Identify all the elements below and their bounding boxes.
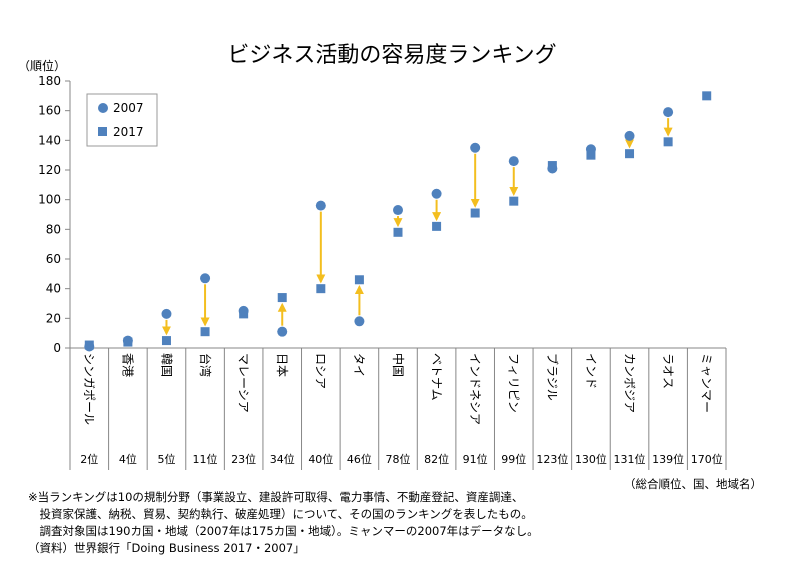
marker-2007 [238,305,249,316]
marker-2007 [547,163,558,174]
country-label: 日本 [275,353,289,377]
marker-2017 [663,137,673,147]
y-tick-label: 120 [38,163,61,177]
footnote-line-3: 調査対象国は190カ国・地域（2007年は175カ国・地域）。ミャンマーの200… [28,524,539,538]
ranking-chart: ビジネス活動の容易度ランキング （順位） 0 20 40 60 80 100 120 140 1… [18,43,727,470]
legend-2007-marker [98,103,108,113]
marker-2007 [470,142,481,153]
marker-2017 [702,91,712,101]
marker-2017 [470,208,480,218]
rank-label: 46位 [347,452,372,466]
country-label: マレーシア [236,353,250,413]
rank-label: 91位 [463,452,488,466]
country-label: 中国 [391,353,406,377]
country-label: 韓国 [159,353,173,377]
marker-2007 [200,273,211,284]
rank-label: 131位 [614,452,646,466]
rank-label: 130位 [575,452,607,466]
rank-label: 34位 [270,452,295,466]
y-tick-label: 0 [53,341,61,355]
marker-2017 [509,196,519,206]
marker-2017 [432,221,442,231]
country-label: インド [584,353,598,389]
y-tick-label: 140 [38,133,61,147]
y-tick-label: 20 [46,311,61,325]
country-label: カンボジア [622,353,636,413]
rank-label: 11位 [193,452,218,466]
marker-2017 [277,293,287,303]
legend-2017-marker [98,127,107,136]
y-axis-unit-label: （順位） [18,58,66,73]
marker-2017 [161,336,171,346]
rank-label: 170位 [691,452,723,466]
marker-2017 [354,275,364,285]
rank-label: 139位 [652,452,684,466]
source-note: （資料）世界銀行「Doing Business 2017・2007」 [28,541,305,555]
y-tick-label: 100 [38,193,61,207]
marker-2007 [122,335,133,346]
footnote-line-2: 投資家保護、納税、貿易、契約執行、破産処理）について、その国のランキングを表した… [28,507,533,521]
rank-label: 78位 [386,452,411,466]
legend: 2007 2017 [86,93,158,147]
y-tick-label: 80 [46,222,61,236]
marker-2017 [393,227,403,237]
rank-label: 23位 [231,452,256,466]
footnote-line-1: ※当ランキングは10の規制分野（事業設立、建設許可取得、電力事情、不動産登記、資… [28,490,524,504]
rank-label: 2位 [80,452,98,466]
marker-2007 [585,144,596,155]
country-label: タイ [352,353,366,377]
country-label: 台湾 [198,353,213,377]
y-tick-label: 180 [38,74,61,88]
marker-2017 [316,284,326,294]
marker-2007 [624,130,635,141]
marker-2007 [161,308,172,319]
country-label: ベトナム [429,353,443,401]
y-tick-label: 160 [38,104,61,118]
summary-label: （総合順位、国、地域名） [624,477,762,491]
rank-label: 4位 [119,452,137,466]
country-label: 香港 [121,353,135,377]
y-tick-label: 40 [46,282,61,296]
country-label: ラオス [661,353,675,389]
legend-2007-label: 2007 [113,101,144,115]
country-label: インドネシア [468,353,482,425]
rank-label: 40位 [308,452,333,466]
marker-2007 [354,316,365,327]
legend-box [86,93,158,147]
country-label: ミャンマー [700,353,714,413]
country-label: フィリピン [507,353,521,413]
marker-2007 [431,188,442,199]
country-label: ロシア [314,353,328,389]
marker-2007 [315,200,326,211]
rank-label: 82位 [424,452,449,466]
marker-2017 [200,327,210,337]
legend-2017-label: 2017 [113,125,144,139]
marker-2017 [586,150,596,160]
y-tick-label: 60 [46,252,61,266]
marker-2007 [508,156,519,167]
marker-2007 [277,326,288,337]
country-label: シンガポール [82,353,96,425]
rank-label: 5位 [157,452,175,466]
marker-2007 [663,107,674,118]
chart-title: ビジネス活動の容易度ランキング [227,43,556,68]
country-label: ブラジル [545,353,560,401]
marker-2007 [393,205,403,216]
marker-2017 [625,149,635,159]
rank-label: 123位 [536,452,568,466]
rank-label: 99位 [501,452,526,466]
marker-2007 [84,341,95,352]
